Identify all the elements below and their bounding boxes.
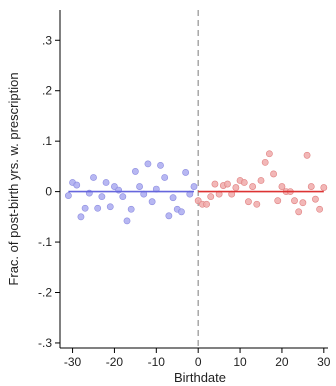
data-point [299, 199, 307, 207]
data-point [270, 170, 277, 178]
data-point [81, 204, 89, 212]
y-tick-label: -.3 [38, 336, 52, 350]
data-point [249, 183, 257, 190]
y-tick-label: 0 [45, 185, 52, 199]
data-point [295, 208, 303, 216]
x-tick-label: 30 [317, 355, 331, 369]
data-point [203, 200, 210, 208]
axes [59, 10, 328, 349]
data-point [224, 180, 231, 188]
x-axis-label: Birthdate [174, 370, 226, 385]
data-point [312, 195, 319, 203]
x-tick-label: 0 [195, 355, 202, 369]
x-tick-label: -20 [106, 355, 124, 369]
data-point [265, 150, 273, 158]
data-point [182, 169, 190, 176]
points-layer [64, 150, 328, 225]
data-point [136, 183, 143, 190]
data-point [165, 212, 173, 220]
data-point [278, 183, 286, 190]
x-tick-label: -10 [148, 355, 166, 369]
y-tick-label: .3 [42, 33, 52, 47]
data-point [274, 197, 282, 205]
data-point [161, 174, 169, 181]
data-point [148, 198, 156, 206]
x-tick-label: -30 [64, 355, 82, 369]
data-point [261, 158, 269, 166]
data-point [102, 179, 110, 186]
data-point [127, 205, 135, 213]
data-point [131, 168, 139, 175]
data-point [94, 204, 102, 212]
data-point [257, 177, 265, 184]
y-tick-label: -.1 [38, 235, 52, 249]
data-point [207, 193, 215, 201]
data-point [245, 198, 252, 206]
data-point [123, 217, 131, 225]
y-axis-label: Frac. of post-birth yrs. w. prescription [6, 72, 21, 285]
data-point [320, 184, 328, 191]
data-point [98, 193, 106, 201]
data-point [90, 174, 97, 181]
data-point [144, 160, 152, 168]
data-point [253, 200, 261, 208]
data-point [291, 197, 298, 205]
y-tick-label: .2 [42, 84, 52, 98]
data-point [73, 181, 81, 189]
data-point [232, 184, 240, 191]
data-point [178, 208, 185, 216]
data-point [303, 151, 311, 159]
x-tick-label: 10 [233, 355, 247, 369]
x-tick-label: 20 [275, 355, 289, 369]
y-ticks: -.3 -.2 -.1 0 .1 .2 .3 [38, 33, 60, 350]
data-point [190, 183, 198, 190]
data-point [119, 193, 127, 201]
data-point [169, 194, 177, 202]
data-point [106, 203, 114, 211]
x-ticks: -30 -20 -10 0 10 20 30 [64, 348, 331, 369]
y-tick-label: -.2 [38, 286, 52, 300]
y-tick-label: .1 [42, 134, 52, 148]
data-point [240, 179, 248, 186]
data-point [157, 161, 164, 169]
data-point [211, 180, 219, 188]
data-point [64, 192, 72, 200]
data-point [307, 183, 315, 190]
data-point [77, 213, 85, 221]
data-point [316, 205, 324, 213]
